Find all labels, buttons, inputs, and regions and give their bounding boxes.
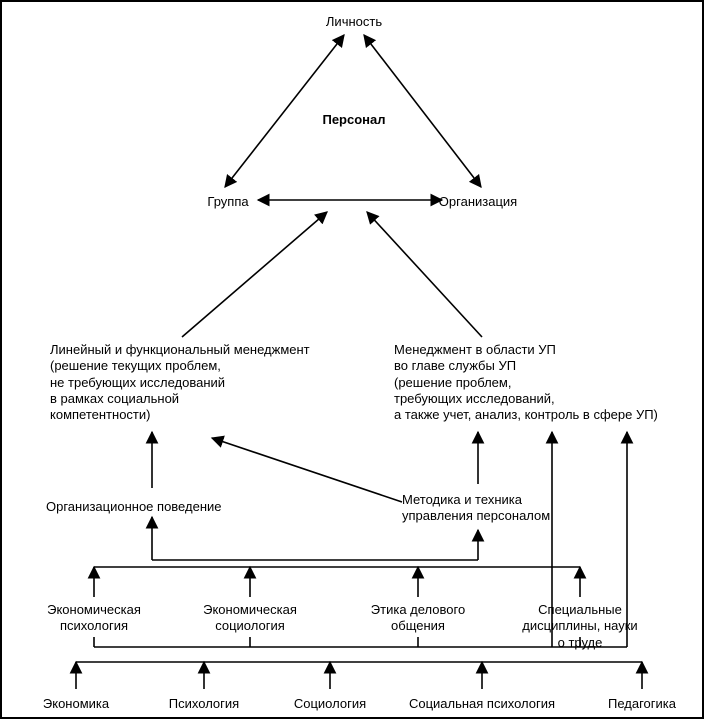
- node-line_mgmt: Линейный и функциональный менеджмент (ре…: [50, 342, 310, 423]
- node-economics: Экономика: [43, 696, 109, 712]
- node-org_behavior: Организационное поведение: [46, 499, 222, 515]
- node-group: Группа: [207, 194, 248, 210]
- node-soc_psy: Социальная психология: [409, 696, 555, 712]
- node-hr_mgmt: Менеджмент в области УП во главе службы …: [394, 342, 658, 423]
- diagram-canvas: Личность Персонал Группа Организация Линейны…: [0, 0, 704, 719]
- node-spec_disc: Специальные дисциплины, науки о труде: [519, 602, 641, 651]
- node-pedagogy: Педагогика: [608, 696, 676, 712]
- node-personnel: Персонал: [322, 112, 385, 128]
- node-hr_methods: Методика и техника управления персоналом: [402, 492, 550, 525]
- node-sociology: Социология: [294, 696, 366, 712]
- node-econ_psy: Экономическая психология: [47, 602, 141, 635]
- node-biz_ethics: Этика делового общения: [371, 602, 465, 635]
- node-econ_soc: Экономическая социология: [203, 602, 297, 635]
- node-psychology: Психология: [169, 696, 239, 712]
- node-personality: Личность: [326, 14, 382, 30]
- node-organization: Организация: [439, 194, 517, 210]
